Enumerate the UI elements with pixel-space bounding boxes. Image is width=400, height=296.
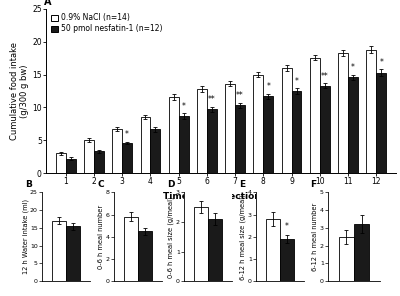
Bar: [179, 116, 188, 173]
Bar: [354, 224, 369, 281]
Text: *: *: [379, 58, 383, 67]
Text: *: *: [351, 63, 355, 72]
Bar: [280, 239, 294, 281]
Bar: [266, 219, 280, 281]
Bar: [292, 91, 302, 173]
Text: B: B: [25, 180, 32, 189]
Text: **: **: [236, 91, 244, 100]
Bar: [348, 77, 358, 173]
Y-axis label: 0-6 h meal size (g/meal): 0-6 h meal size (g/meal): [168, 196, 174, 278]
Text: *: *: [182, 102, 186, 111]
Bar: [339, 237, 354, 281]
Text: C: C: [97, 180, 104, 189]
Bar: [225, 84, 235, 173]
Bar: [140, 117, 150, 173]
Bar: [138, 231, 152, 281]
Bar: [263, 96, 273, 173]
Y-axis label: 6-12 h meal size (g/meal): 6-12 h meal size (g/meal): [240, 194, 246, 280]
Y-axis label: Cumulative food intake
(g/300 g bw): Cumulative food intake (g/300 g bw): [10, 42, 30, 140]
Bar: [122, 143, 132, 173]
Text: **: **: [208, 95, 216, 104]
Text: F: F: [310, 180, 316, 189]
Text: D: D: [167, 180, 175, 189]
X-axis label: Time post injection (h): Time post injection (h): [163, 192, 279, 201]
Text: *: *: [285, 222, 289, 231]
Bar: [254, 75, 263, 173]
Bar: [310, 57, 320, 173]
Bar: [150, 129, 160, 173]
Bar: [208, 219, 222, 281]
Bar: [197, 89, 207, 173]
Bar: [66, 159, 76, 173]
Bar: [320, 86, 330, 173]
Text: **: **: [321, 72, 329, 81]
Text: *: *: [294, 77, 298, 86]
Bar: [282, 68, 292, 173]
Bar: [338, 53, 348, 173]
Text: A: A: [44, 0, 52, 7]
Text: *: *: [266, 82, 270, 91]
Bar: [376, 73, 386, 173]
Legend: 0.9% NaCl (n=14), 50 pmol nesfatin-1 (n=12): 0.9% NaCl (n=14), 50 pmol nesfatin-1 (n=…: [50, 13, 164, 34]
Bar: [52, 221, 66, 281]
Bar: [124, 217, 138, 281]
Bar: [66, 226, 80, 281]
Bar: [112, 129, 122, 173]
Bar: [84, 140, 94, 173]
Y-axis label: 12 h Water intake (ml): 12 h Water intake (ml): [22, 199, 28, 274]
Y-axis label: 0-6 h meal number: 0-6 h meal number: [98, 205, 104, 269]
Bar: [194, 207, 208, 281]
Bar: [235, 105, 245, 173]
Bar: [366, 50, 376, 173]
Bar: [94, 152, 104, 173]
Bar: [207, 110, 217, 173]
Bar: [169, 97, 179, 173]
Text: E: E: [239, 180, 245, 189]
Bar: [56, 153, 66, 173]
Y-axis label: 6-12 h meal number: 6-12 h meal number: [312, 203, 318, 271]
Text: *: *: [125, 130, 129, 139]
